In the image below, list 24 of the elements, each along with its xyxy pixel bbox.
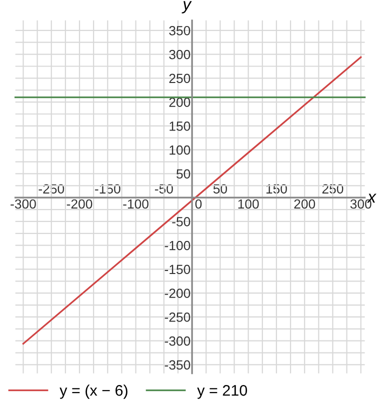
y-tick-label: 50: [176, 169, 190, 179]
y-tick-label: -50: [172, 217, 190, 226]
x2-tick-label: 50: [213, 184, 228, 194]
y-tick-label: -250: [164, 312, 190, 322]
legend-label: y = 210: [197, 384, 248, 399]
x-tick-label: -100: [123, 199, 148, 209]
y-tick-label: -150: [164, 264, 190, 274]
y-tick-label: 300: [169, 50, 190, 60]
y-tick-label: 350: [169, 26, 190, 36]
y-tick-label: -300: [164, 336, 190, 346]
y-tick-label: 200: [169, 98, 190, 107]
y-tick-label: -350: [164, 360, 190, 370]
x-tick-label: 100: [238, 199, 259, 209]
y-tick-label: -200: [164, 288, 190, 298]
y-tick-label: 100: [170, 145, 190, 155]
y-tick-label: 150: [170, 122, 190, 131]
y-axis-title: y: [182, 1, 192, 14]
y-tick-label: -100: [164, 240, 190, 250]
x-tick-label: -200: [66, 199, 92, 209]
x-tick-label: 0: [195, 199, 202, 209]
x-tick-label: -300: [10, 199, 36, 209]
legend-label: y = (x − 6): [60, 384, 128, 399]
x-tick-label: 200: [294, 199, 316, 209]
y-tick-label: 250: [169, 74, 190, 84]
